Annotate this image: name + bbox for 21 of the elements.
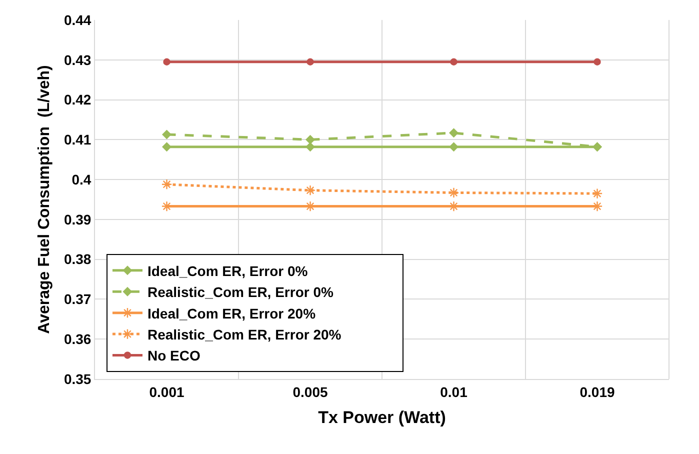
x-tick-label: 0.001 (149, 384, 184, 400)
y-tick-label: 0.39 (64, 211, 92, 228)
y-tick-label: 0.38 (64, 251, 92, 268)
legend-label: Realistic_Com ER, Error 0% (147, 284, 334, 300)
y-tick-label: 0.36 (64, 331, 92, 348)
x-tick-label: 0.01 (440, 384, 468, 400)
legend-label: Realistic_Com ER, Error 20% (147, 326, 342, 342)
y-tick-label: 0.43 (64, 52, 92, 68)
y-tick-label: 0.41 (64, 132, 92, 148)
x-tick-label: 0.005 (292, 384, 328, 400)
y-tick-label: 0.37 (64, 291, 92, 308)
legend-label: Ideal_Com ER, Error 20% (147, 305, 316, 322)
y-tick-label: 0.35 (64, 370, 92, 387)
y-tick-label: 0.44 (64, 12, 92, 28)
x-axis-title: Tx Power (Watt) (318, 408, 446, 428)
y-tick-label: 0.4 (72, 171, 92, 188)
y-tick-label: 0.42 (64, 92, 92, 108)
x-tick-label: 0.019 (580, 384, 615, 400)
y-axis-title: Average Fuel Consumption (L/veh) (36, 65, 53, 334)
legend-label: No ECO (147, 348, 200, 364)
legend-label: Ideal_Com ER, Error 0% (147, 262, 308, 279)
